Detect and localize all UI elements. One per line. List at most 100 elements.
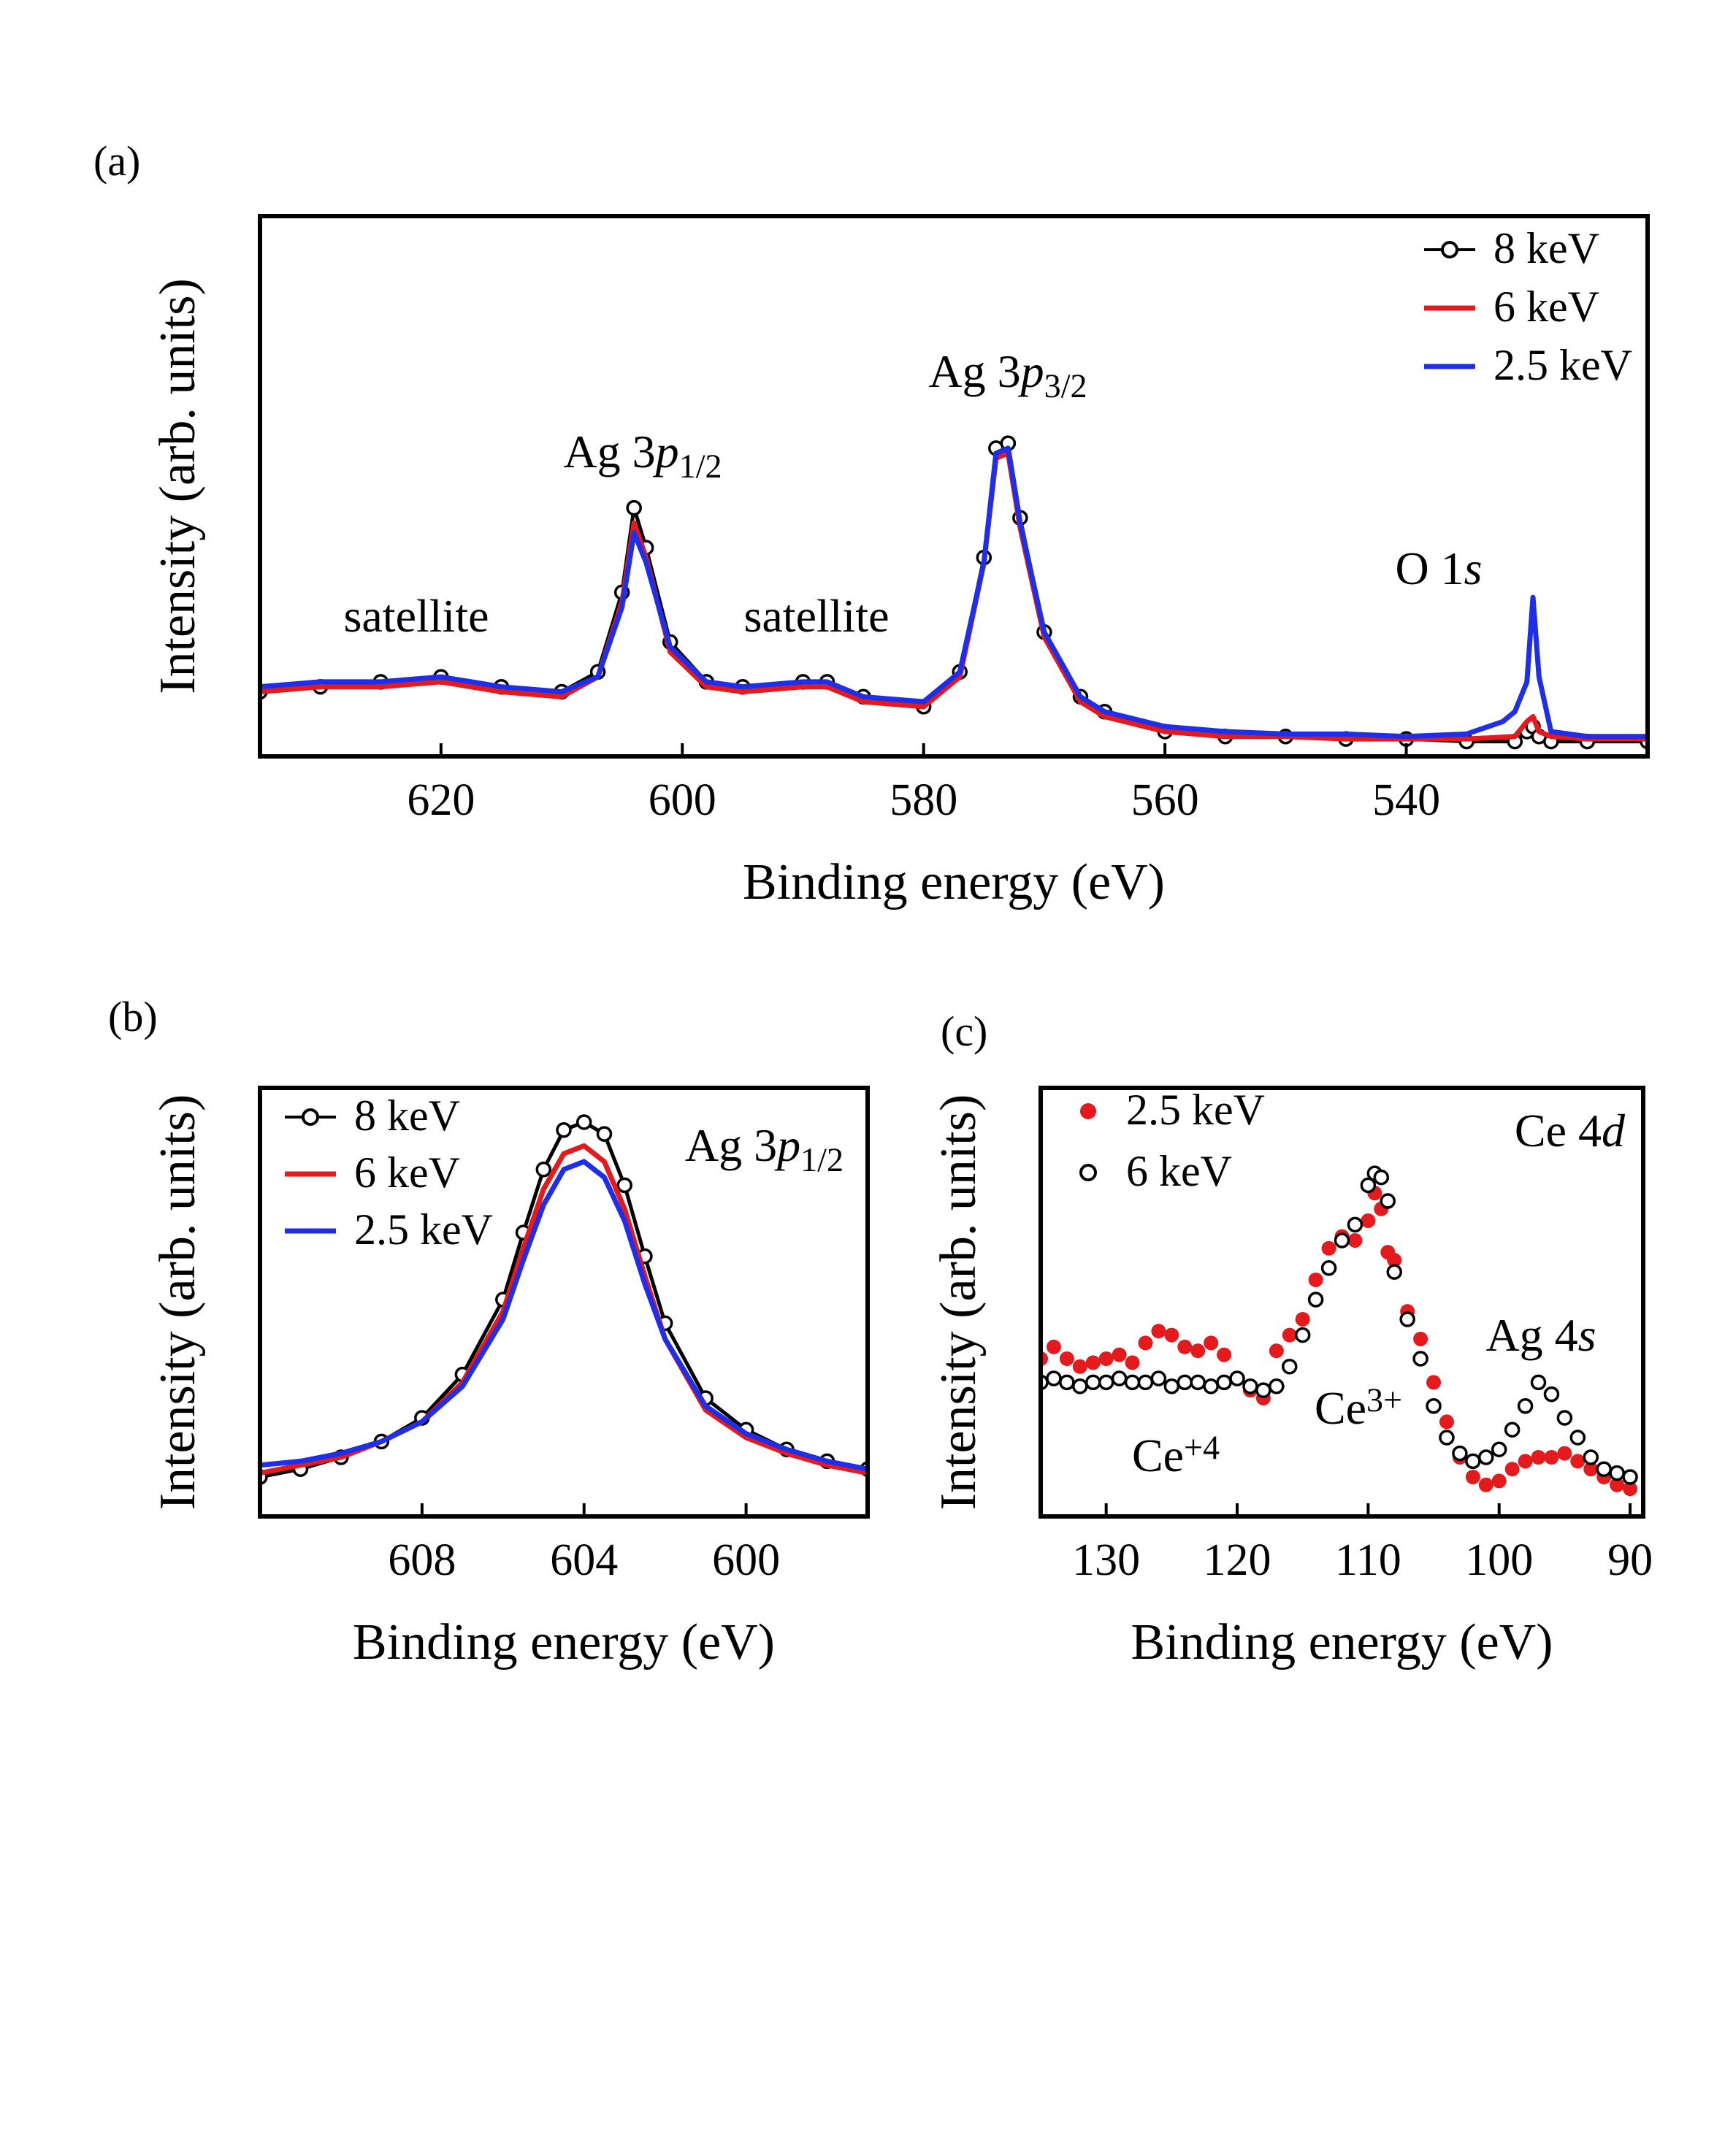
data-point xyxy=(1124,1374,1141,1391)
data-point xyxy=(1320,1260,1337,1276)
x-axis-label: Binding energy (eV) xyxy=(743,854,1165,910)
data-point xyxy=(1544,1449,1559,1465)
legend-label: 6 keV xyxy=(354,1148,460,1197)
data-point xyxy=(1242,1378,1258,1395)
x-tick-label: 608 xyxy=(388,1535,456,1585)
data-point xyxy=(1583,1462,1599,1477)
data-point xyxy=(1138,1335,1153,1351)
legend-marker xyxy=(1441,241,1458,258)
data-point xyxy=(1137,1374,1154,1391)
x-tick-label: 100 xyxy=(1465,1535,1533,1585)
x-tick-label: 600 xyxy=(649,775,716,825)
annotation: satellite xyxy=(743,590,889,642)
data-point xyxy=(1386,1264,1402,1280)
data-point xyxy=(1556,1410,1573,1426)
data-point xyxy=(1112,1347,1127,1362)
data-point xyxy=(1150,1370,1167,1386)
series-line xyxy=(260,1120,868,1479)
data-point xyxy=(1164,1327,1179,1343)
data-point xyxy=(1570,1454,1586,1469)
annotation: Ag 4s xyxy=(1485,1309,1596,1361)
legend-marker xyxy=(302,1108,319,1126)
data-point xyxy=(1059,1351,1074,1366)
legend: 2.5 keV 6 keV xyxy=(1079,1086,1265,1195)
data-point xyxy=(1269,1343,1284,1359)
panel-label: (c) xyxy=(941,1008,987,1055)
legend-marker xyxy=(1079,1164,1097,1181)
data-point xyxy=(1583,1449,1599,1465)
annotation: Ce3+ xyxy=(1315,1381,1402,1434)
series-6-keV xyxy=(260,1143,868,1476)
legend: 8 keV 6 keV 2.5 keV xyxy=(285,1092,493,1254)
data-point xyxy=(1204,1335,1219,1351)
data-point xyxy=(1177,1339,1193,1354)
y-axis-label: Intensity (arb. units) xyxy=(930,1094,987,1511)
legend-label: 2.5 keV xyxy=(1493,341,1632,389)
data-point xyxy=(1439,1430,1455,1446)
x-tick-label: 580 xyxy=(890,775,957,825)
series-line xyxy=(260,1159,868,1472)
data-point xyxy=(1308,1272,1323,1287)
data-point xyxy=(1543,1386,1560,1403)
legend-item: 2.5 keV xyxy=(285,1205,493,1254)
data-point xyxy=(1399,1311,1415,1327)
data-point xyxy=(1307,1292,1324,1308)
data-point xyxy=(1151,1324,1166,1339)
data-point xyxy=(1111,1370,1128,1386)
panel-label: (a) xyxy=(93,137,140,185)
y-axis-label: Intensity (arb. units) xyxy=(150,1094,206,1511)
legend-label: 8 keV xyxy=(354,1092,460,1140)
data-point xyxy=(596,1126,613,1142)
x-tick-label: 130 xyxy=(1072,1535,1140,1585)
data-point xyxy=(1504,1462,1520,1477)
data-point xyxy=(575,1114,592,1130)
data-point xyxy=(1439,1414,1454,1430)
plot-area xyxy=(260,1114,868,1485)
legend-item: 2.5 keV xyxy=(1424,341,1632,389)
annotation: Ag 3p3/2 xyxy=(928,345,1087,404)
data-point xyxy=(1190,1343,1206,1359)
data-point xyxy=(1098,1374,1114,1391)
x-axis-label: Binding energy (eV) xyxy=(353,1614,775,1670)
data-point xyxy=(1321,1240,1336,1256)
plot-frame xyxy=(258,214,1650,759)
data-point xyxy=(1347,1232,1363,1248)
legend-item: 8 keV xyxy=(285,1092,460,1140)
data-point xyxy=(1334,1232,1350,1248)
data-point xyxy=(1491,1441,1507,1457)
x-tick-label: 110 xyxy=(1335,1535,1401,1585)
data-point xyxy=(1269,1378,1285,1395)
x-tick-label: 120 xyxy=(1204,1535,1271,1585)
data-point xyxy=(1072,1378,1088,1395)
data-point xyxy=(626,499,642,516)
data-point xyxy=(1360,1177,1377,1194)
legend-item: 8 keV xyxy=(1424,224,1599,272)
panel-label: (b) xyxy=(108,993,158,1040)
x-axis-label: Binding energy (eV) xyxy=(1131,1614,1553,1670)
annotation: Ce+4 xyxy=(1132,1429,1220,1481)
data-point xyxy=(556,1122,572,1138)
legend-label: 2.5 keV xyxy=(354,1205,493,1254)
legend-label: 6 keV xyxy=(1493,283,1599,331)
x-tick-label: 560 xyxy=(1131,775,1199,825)
data-point xyxy=(1557,1446,1572,1461)
data-point xyxy=(1373,1169,1390,1186)
data-point xyxy=(1478,1477,1493,1492)
legend-item: 6 keV xyxy=(1079,1147,1232,1195)
data-point xyxy=(1216,1374,1232,1391)
data-point xyxy=(1413,1331,1428,1346)
series-2-5-keV xyxy=(260,445,1648,740)
data-point xyxy=(1059,1374,1075,1391)
data-point xyxy=(1098,1351,1114,1366)
plot-area xyxy=(260,435,1648,750)
legend-marker xyxy=(1080,1103,1096,1119)
data-point xyxy=(1465,1469,1480,1484)
series-line xyxy=(260,1143,868,1476)
legend-item: 6 keV xyxy=(1424,283,1599,331)
data-point xyxy=(1190,1374,1206,1391)
data-point xyxy=(1517,1398,1534,1414)
panel-a: (a) 620 600 580 560 540 Binding energy (eV) Int… xyxy=(93,137,1650,910)
data-point xyxy=(1072,1359,1087,1374)
legend: 8 keV 6 keV 2.5 keV xyxy=(1424,224,1632,389)
legend-item: 6 keV xyxy=(285,1148,460,1197)
